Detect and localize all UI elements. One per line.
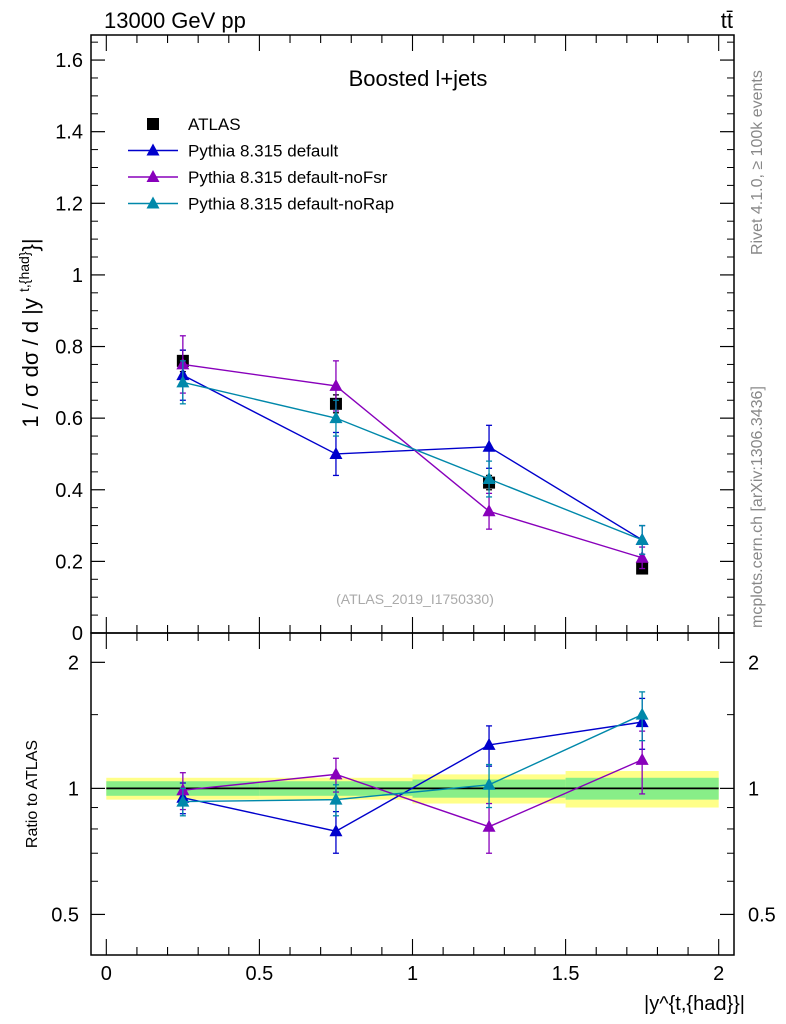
ratio-frame <box>90 632 735 956</box>
ratio-panel: 0.5 0.5 1 1 2 2 0 0.5 1 1.5 2 Ratio to ATLAS |y^{… <box>24 632 776 1015</box>
x-tick-label: 0.5 <box>245 963 273 985</box>
energy-label: 13000 GeV pp <box>104 8 246 33</box>
main-pythia-8-315-default-nofsr-line <box>182 363 643 559</box>
ratio-y-tick-label-right: 1 <box>748 778 759 800</box>
legend-entry-pythia-8-315-default-norap-label: Pythia 8.315 default-noRap <box>188 195 394 214</box>
ratio-y-axis: 0.5 0.5 1 1 2 2 <box>51 652 776 926</box>
main-pythia-8-315-default-norap-point <box>635 532 649 545</box>
ratio-pythia-8-315-default-norap-point <box>482 777 496 790</box>
main-y-tick-label: 1.2 <box>55 193 83 215</box>
ratio-pythia-8-315-default-nofsr-point <box>329 767 343 780</box>
main-y-tick-label: 0 <box>72 623 83 645</box>
main-pythia-8-315-default-nofsr-point <box>635 550 649 563</box>
ratio-y-tick-label: 0.5 <box>51 904 79 926</box>
main-pythia-8-315-default-nofsr-point <box>329 378 343 391</box>
process-label: tt̄ <box>721 8 733 33</box>
ratio-y-tick-label-right: 2 <box>748 652 759 674</box>
main-y-label: 1 / σ dσ / d |y t,{had}}| <box>16 238 43 427</box>
main-pythia-8-315-default-norap-point <box>482 472 496 485</box>
y-label-close: }| <box>18 238 43 251</box>
main-y-tick-label: 0.2 <box>55 551 83 573</box>
ratio-pythia-8-315-default-nofsr-point <box>482 819 496 832</box>
ratio-pythia-8-315-default-line <box>182 721 643 832</box>
main-pythia-8-315-default-norap-point <box>329 411 343 424</box>
main-y-tick-label: 1.6 <box>55 50 83 72</box>
ratio-pythia-8-315-default-point <box>482 737 496 750</box>
x-tick-label: 2 <box>713 963 724 985</box>
ratio-y-label: Ratio to ATLAS <box>24 740 41 848</box>
main-title: Boosted l+jets <box>349 66 488 91</box>
x-tick-label: 1.5 <box>552 963 580 985</box>
main-series <box>176 335 649 575</box>
main-pythia-8-315-default-norap-point <box>176 375 190 388</box>
main-y-tick-label: 1 <box>72 265 83 287</box>
ratio-y-tick-label: 2 <box>68 652 79 674</box>
legend-entry-pythia-8-315-default-nofsr-label: Pythia 8.315 default-noFsr <box>188 168 388 187</box>
mcplots-label: mcplots.cern.ch [arXiv:1306.3436] <box>749 386 766 628</box>
ratio-series <box>176 691 649 854</box>
main-y-axis: 0 0.2 0.4 0.6 0.8 1 1.2 1.4 1.6 <box>55 41 734 645</box>
main-x-ticks <box>105 35 720 633</box>
main-pythia-8-315-default-norap-line <box>182 381 643 541</box>
main-pythia-8-315-default-point <box>329 446 343 459</box>
ratio-pythia-8-315-default-norap-point <box>329 792 343 805</box>
main-y-tick-label: 1.4 <box>55 122 83 144</box>
main-y-label-text: 1 / σ dσ / d |y <box>18 298 43 427</box>
main-y-tick-label: 0.4 <box>55 480 83 502</box>
legend-entry-atlas-marker <box>147 118 159 130</box>
ratio-pythia-8-315-default-nofsr-point <box>635 752 649 765</box>
ratio-pythia-8-315-default-norap-line <box>182 714 643 803</box>
legend-entry-atlas-label: ATLAS <box>188 115 241 134</box>
x-axis-label: |y^{t,{had}}| <box>644 993 745 1015</box>
x-tick-label: 0 <box>101 963 112 985</box>
legend-entry-pythia-8-315-default-marker <box>146 143 160 156</box>
main-pythia-8-315-default-nofsr-point <box>482 504 496 517</box>
main-y-tick-label: 0.8 <box>55 337 83 359</box>
legend-entry-pythia-8-315-default-norap-marker <box>146 196 160 209</box>
rivet-label: Rivet 4.1.0, ≥ 100k events <box>749 70 766 255</box>
x-tick-label: 1 <box>407 963 418 985</box>
main-pythia-8-315-default-point <box>482 439 496 452</box>
main-y-tick-label: 0.6 <box>55 408 83 430</box>
ratio-pythia-8-315-default-nofsr-line <box>182 759 643 828</box>
ratio-pythia-8-315-default-norap-point <box>635 707 649 720</box>
ratio-y-tick-label-right: 0.5 <box>748 904 776 926</box>
ratio-pythia-8-315-default-point <box>329 824 343 837</box>
legend: ATLAS Pythia 8.315 default Pythia 8.315 de… <box>128 115 394 214</box>
watermark: (ATLAS_2019_I1750330) <box>336 591 494 607</box>
legend-entry-pythia-8-315-default-label: Pythia 8.315 default <box>188 142 339 161</box>
y-label-superscript: t,{had} <box>16 251 32 292</box>
main-panel: 0 0.2 0.4 0.6 0.8 1 1.2 1.4 1.6 Boosted l+jets (… <box>16 34 735 645</box>
ratio-pythia-8-315-default-norap-point <box>176 794 190 807</box>
ratio-y-tick-label: 1 <box>68 778 79 800</box>
ratio-x-axis: 0 0.5 1 1.5 2 <box>101 633 724 985</box>
legend-entry-pythia-8-315-default-nofsr-marker <box>146 170 160 182</box>
main-pythia-8-315-default-line <box>182 374 643 541</box>
